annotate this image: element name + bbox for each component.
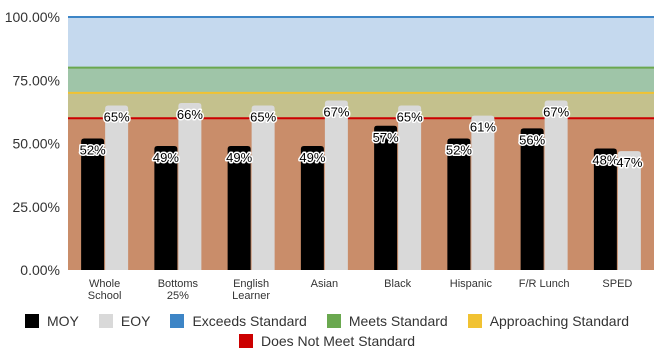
x-tick-label: Black	[384, 278, 411, 290]
data-label-moy: 49%	[226, 150, 252, 165]
x-tick-label: Bottoms 25%	[158, 278, 199, 302]
data-label-moy: 49%	[299, 150, 325, 165]
data-label-moy: 56%	[519, 132, 545, 147]
bar-moy	[447, 138, 471, 270]
legend-label: Does Not Meet Standard	[260, 333, 416, 349]
bar-moy	[593, 148, 617, 270]
data-label-moy: 57%	[373, 130, 399, 145]
band-exceeds-standard	[68, 17, 654, 68]
x-tick-label: SPED	[602, 278, 632, 290]
legend-label: Approaching Standard	[489, 313, 630, 329]
bars	[81, 100, 641, 271]
legend-item-meets-standard: Meets Standard	[326, 313, 448, 329]
bar-eoy	[178, 103, 202, 271]
legend-label: EOY	[120, 313, 151, 329]
bar-moy	[227, 146, 251, 270]
legend-row-1: MOY EOY Exceeds Standard Meets Standard Appr…	[0, 313, 654, 329]
bar-moy	[81, 138, 105, 270]
data-labels: 52% 65% 49% 66% 49% 65% 49% 67% 57% 65% 52% 61% 56% 6…	[78, 103, 644, 172]
x-tick-label: Hispanic	[450, 278, 493, 290]
legend-swatch	[326, 314, 341, 328]
bar-eoy	[251, 105, 275, 270]
legend-swatch	[467, 314, 482, 328]
data-label-eoy: 66%	[177, 107, 203, 122]
data-label-moy: 48%	[592, 153, 618, 168]
bar-moy	[154, 146, 178, 270]
bar-eoy	[105, 105, 129, 270]
x-axis: Whole School Bottoms 25% English Learner Asian…	[88, 278, 633, 302]
legend-item-approaching-standard: Approaching Standard	[467, 313, 630, 329]
data-label-eoy: 61%	[470, 120, 496, 135]
legend-item-moy: MOY	[24, 313, 79, 329]
bar-eoy	[398, 105, 422, 270]
legend-item-does-not-meet-standard: Does Not Meet Standard	[238, 333, 416, 349]
bar-moy	[374, 125, 398, 270]
legend-item-exceeds-standard: Exceeds Standard	[170, 313, 307, 329]
band-meets-standard	[68, 67, 654, 93]
y-tick-label: 100.00%	[5, 9, 60, 25]
data-label-eoy: 67%	[543, 104, 569, 119]
legend-swatch	[170, 314, 185, 328]
data-label-eoy: 65%	[250, 110, 276, 125]
data-label-moy: 49%	[153, 150, 179, 165]
bar-eoy	[544, 100, 568, 271]
data-label-moy: 52%	[80, 142, 106, 157]
data-label-eoy: 67%	[323, 104, 349, 119]
y-tick-label: 25.00%	[13, 199, 60, 215]
y-tick-label: 75.00%	[13, 72, 60, 88]
legend-swatch	[98, 314, 113, 328]
bar-eoy	[471, 115, 495, 270]
data-label-moy: 52%	[446, 142, 472, 157]
legend-label: Meets Standard	[348, 313, 448, 329]
bar-eoy	[617, 151, 641, 270]
x-tick-label: Asian	[311, 278, 339, 290]
legend-swatch	[238, 334, 253, 348]
y-tick-label: 50.00%	[13, 136, 60, 152]
x-tick-label: F/R Lunch	[519, 278, 570, 290]
x-tick-label: Whole School	[88, 278, 122, 302]
bar-eoy	[324, 100, 348, 271]
bar-moy	[300, 146, 324, 270]
legend-swatch	[24, 314, 39, 328]
x-tick-label: English Learner	[232, 278, 270, 302]
data-label-eoy: 65%	[397, 110, 423, 125]
data-label-eoy: 65%	[104, 110, 130, 125]
bar-moy	[520, 128, 544, 270]
legend-label: MOY	[46, 313, 79, 329]
y-axis: 0.00% 25.00% 50.00% 75.00% 100.00%	[5, 9, 60, 278]
legend-item-eoy: EOY	[98, 313, 151, 329]
data-label-eoy: 47%	[616, 155, 642, 170]
legend-label: Exceeds Standard	[192, 313, 307, 329]
y-tick-label: 0.00%	[20, 262, 60, 278]
legend-row-2: Does Not Meet Standard	[0, 333, 654, 349]
